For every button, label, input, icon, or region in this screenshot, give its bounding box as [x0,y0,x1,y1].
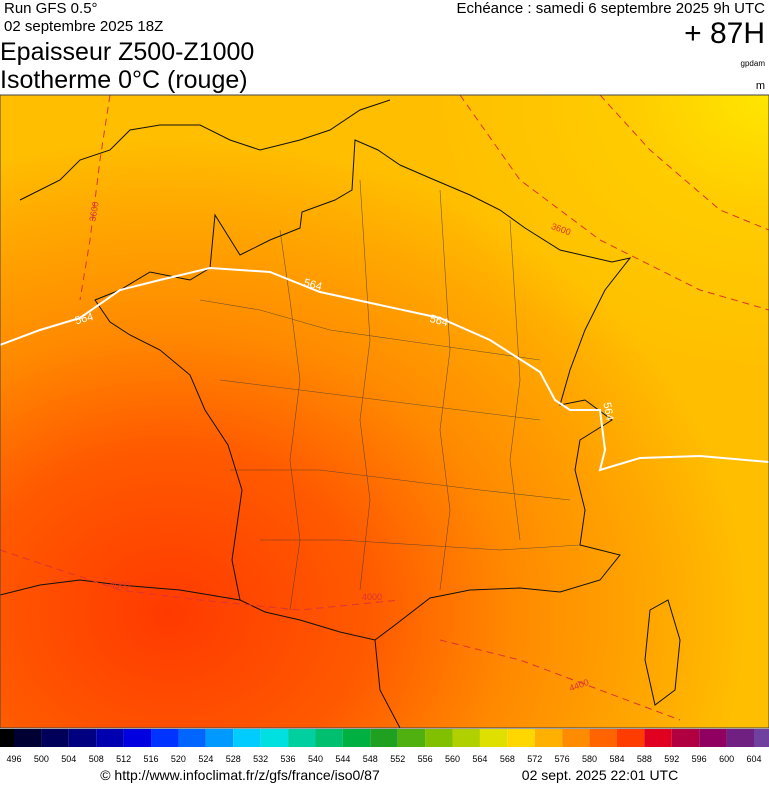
contour-label: 564 [302,277,323,293]
legend-tick-label: 576 [555,754,570,764]
legend-swatch [233,729,261,747]
legend-tick-label: 528 [226,754,241,764]
legend-swatch [397,729,426,747]
map [0,95,769,728]
legend-swatch [589,729,617,747]
legend-swatch [178,729,206,747]
legend-swatch [68,729,97,747]
legend-tick-label: 536 [281,754,296,764]
subtitle: Isotherme 0°C (rouge) [0,66,248,94]
coastlines [0,99,681,728]
legend-tick-label: 584 [609,754,624,764]
legend-tick-label: 540 [308,754,323,764]
france-outline [94,139,632,641]
catalonia-coast [374,639,401,728]
corsica [644,599,681,706]
legend-tick-label: 568 [500,754,515,764]
legend-swatch [644,729,672,747]
legend-tick-label: 552 [390,754,405,764]
legend-swatch [452,729,480,747]
legend-swatch [726,729,754,747]
legend-swatch [151,729,179,747]
legend-swatch [205,729,234,747]
legend-swatch [425,729,453,747]
legend-tick-label: 592 [664,754,679,764]
legend-swatch [260,729,289,747]
legend-swatch [315,729,343,747]
legend-tick-label: 496 [6,754,21,764]
run-label: Run GFS 0.5° [4,0,98,17]
legend-swatch [41,729,69,747]
legend-tick-label: 524 [198,754,213,764]
legend-tick-label: 520 [171,754,186,764]
contour-label: 564 [74,311,95,327]
contour-label: 3600 [87,201,100,222]
legend-tick-label: 604 [746,754,761,764]
map-frame [0,94,769,729]
legend-tick-label: 596 [692,754,707,764]
legend-swatch [0,729,14,747]
contour-label: 564 [428,313,449,329]
contour-label: 564 [600,401,615,421]
source-url[interactable]: © http://www.infoclimat.fr/z/gfs/france/… [100,767,380,783]
departments [199,179,581,611]
unit-iso: m [756,80,765,92]
legend-tick-label: 600 [719,754,734,764]
legend-swatch [507,729,535,747]
generated-time: 02 sept. 2025 22:01 UTC [522,767,678,783]
legend-tick-label: 588 [637,754,652,764]
legend-swatch [671,729,700,747]
legend-tick-label: 504 [61,754,76,764]
legend-swatch [534,729,563,747]
legend-swatch [370,729,398,747]
legend-tick-label: 560 [445,754,460,764]
legend-tick-label: 572 [527,754,542,764]
legend-tick-label: 512 [116,754,131,764]
contour-label: 4000 [110,580,130,590]
legend-swatch [14,729,42,747]
legend-swatch [479,729,508,747]
legend-tick-label: 500 [34,754,49,764]
legend-swatch [123,729,152,747]
legend-swatch [754,729,769,747]
legend-tick-label: 548 [363,754,378,764]
thickness-field-ne [0,95,769,728]
legend-tick-label: 544 [335,754,350,764]
run-date: 02 septembre 2025 18Z [4,18,163,35]
legend-tick-label: 532 [253,754,268,764]
valid-time: Echéance : samedi 6 septembre 2025 9h UT… [456,0,765,17]
legend-tick-label: 508 [89,754,104,764]
thickness-564-contour [0,266,769,472]
legend-tick-label: 516 [144,754,159,764]
title: Epaisseur Z500-Z1000 [0,38,254,66]
legend-tick-label: 580 [582,754,597,764]
freezing-level-contours [0,95,769,721]
spain-coast [0,579,241,601]
legend-tick-label: 556 [418,754,433,764]
legend-swatch [616,729,645,747]
legend-swatch [288,729,316,747]
lead-time: + 87H [684,17,765,50]
legend-tick-label: 564 [472,754,487,764]
england-coast [19,99,391,201]
legend-swatch [562,729,590,747]
legend-swatch [96,729,124,747]
legend-swatch [699,729,727,747]
contour-label: 4000 [362,592,382,602]
legend-swatch [342,729,371,747]
unit-thickness: gpdam [741,59,766,68]
